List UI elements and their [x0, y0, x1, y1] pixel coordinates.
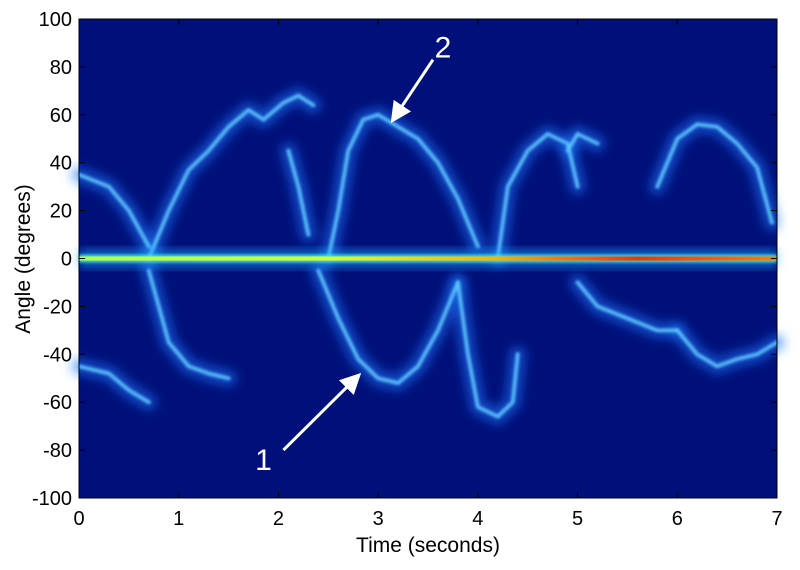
y-axis-ticks: 100 80 60 40 20 0 -20 -40 -60 -80 -100	[32, 9, 777, 510]
zero-band-core	[79, 256, 777, 261]
annotation-arrow-1	[282, 372, 362, 452]
y-tick-label: -60	[43, 392, 72, 414]
x-tick-label: 3	[373, 508, 384, 530]
trace-core-8	[455, 280, 520, 419]
annotation-label-1: 1	[255, 444, 272, 477]
y-tick-label: 20	[50, 201, 72, 223]
x-axis-label: Time (seconds)	[356, 534, 500, 557]
trace-core-10	[565, 132, 600, 153]
annotation-arrow-2	[390, 58, 435, 124]
signal-traces-core	[77, 93, 779, 419]
annotation-label-2: 2	[435, 32, 452, 65]
x-tick-label: 4	[472, 508, 483, 530]
y-tick-label: -20	[43, 296, 72, 318]
y-tick-label: -40	[43, 344, 72, 366]
trace-core-6	[326, 112, 480, 261]
x-tick-label: 2	[273, 508, 284, 530]
x-tick-label: 5	[572, 508, 583, 530]
y-tick-label: 60	[50, 105, 72, 127]
y-axis-label: Angle (degrees)	[12, 184, 35, 333]
x-tick-label: 7	[771, 508, 782, 530]
trace-core-13	[675, 328, 779, 369]
y-tick-label: -100	[32, 488, 72, 510]
y-tick-label: 0	[61, 249, 72, 271]
trace-core-7	[316, 268, 460, 385]
x-axis-ticks: 0 1 2 3 4 5 6 7	[73, 19, 783, 530]
y-tick-label: 40	[50, 153, 72, 175]
y-tick-label: 100	[39, 9, 72, 31]
y-tick-label: -80	[43, 440, 72, 462]
trace-core-12	[655, 122, 774, 225]
y-tick-label: 80	[50, 57, 72, 79]
x-tick-label: 6	[672, 508, 683, 530]
trace-core-5	[286, 148, 311, 237]
trace-core-11	[575, 280, 680, 333]
trace-core-2	[77, 364, 151, 405]
x-tick-label: 0	[73, 508, 84, 530]
trace-core-4	[146, 268, 231, 381]
annotations: 21	[255, 32, 451, 477]
zero-angle-band	[79, 249, 777, 268]
x-tick-label: 1	[173, 508, 184, 530]
trace-core-1	[77, 172, 151, 249]
trace-core-3	[146, 93, 316, 261]
